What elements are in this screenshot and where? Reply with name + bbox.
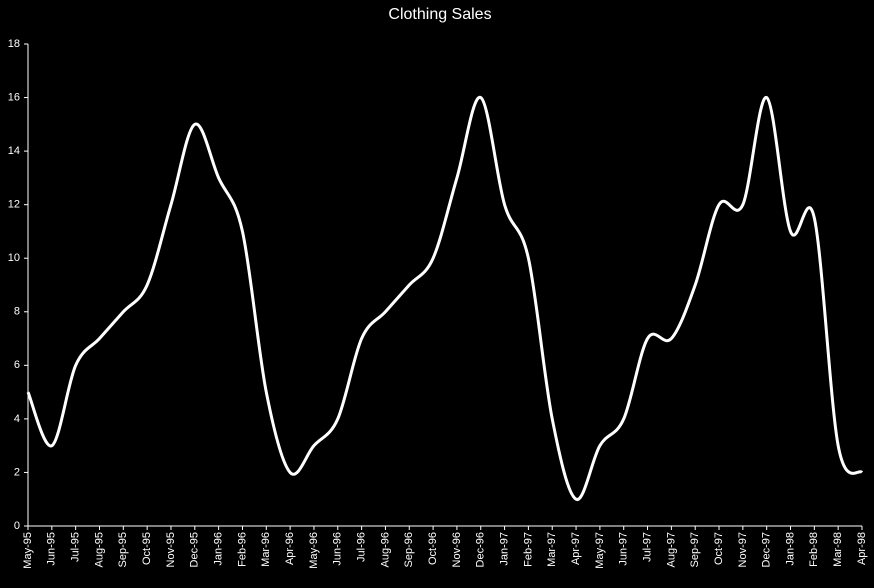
x-tick-label: Aug-95 (93, 532, 105, 567)
x-tick-label: Sep-96 (403, 532, 415, 567)
y-tick-label: 6 (14, 359, 20, 371)
x-tick-label: Aug-97 (665, 532, 677, 567)
x-tick-label: Jun-96 (332, 532, 344, 566)
x-tick-label: Mar-98 (832, 532, 844, 567)
y-tick-label: 16 (8, 91, 20, 103)
x-tick-label: Apr-97 (570, 532, 582, 565)
y-tick-label: 10 (8, 252, 20, 264)
y-tick-label: 4 (14, 413, 20, 425)
x-tick-label: Sep-95 (117, 532, 129, 567)
x-tick-label: Mar-97 (546, 532, 558, 567)
x-tick-label: Jul-96 (356, 532, 368, 562)
x-tick-label: Mar-96 (260, 532, 272, 567)
y-tick-label: 12 (8, 199, 20, 211)
x-tick-label: Oct-96 (427, 532, 439, 565)
y-tick-label: 2 (14, 466, 20, 478)
x-tick-label: Jan-98 (784, 532, 796, 566)
x-tick-label: Oct-97 (713, 532, 725, 565)
x-tick-label: May-95 (22, 532, 34, 569)
x-tick-label: Dec-96 (475, 532, 487, 567)
y-tick-label: 14 (8, 145, 20, 157)
x-tick-label: Jun-97 (618, 532, 630, 566)
x-tick-label: Nov-96 (451, 532, 463, 567)
line (26, 96, 864, 501)
x-tick-label: Jan-97 (498, 532, 510, 566)
x-tick-label: Sep-97 (689, 532, 701, 567)
x-tick-label: Aug-96 (379, 532, 391, 567)
x-tick-label: Apr-98 (856, 532, 868, 565)
x-tick-label: Jul-95 (70, 532, 82, 562)
x-tick-label: May-96 (308, 532, 320, 569)
x-tick-label: Feb-98 (808, 532, 820, 567)
x-tick-label: Jun-95 (46, 532, 58, 566)
x-tick-label: Jul-97 (641, 532, 653, 562)
x-tick-label: Dec-95 (189, 532, 201, 567)
y-tick-label: 0 (14, 520, 20, 532)
x-tick-label: Nov-97 (737, 532, 749, 567)
y-tick-label: 8 (14, 306, 20, 318)
y-tick-label: 18 (8, 38, 20, 50)
x-tick-label: Oct-95 (141, 532, 153, 565)
x-tick-label: Dec-97 (761, 532, 773, 567)
x-tick-label: Nov-95 (165, 532, 177, 567)
chart-title: Clothing Sales (388, 6, 491, 23)
x-tick-label: May-97 (594, 532, 606, 569)
x-tick-label: Jan-96 (213, 532, 225, 566)
x-tick-label: Feb-96 (236, 532, 248, 567)
x-tick-label: Apr-96 (284, 532, 296, 565)
x-tick-label: Feb-97 (522, 532, 534, 567)
